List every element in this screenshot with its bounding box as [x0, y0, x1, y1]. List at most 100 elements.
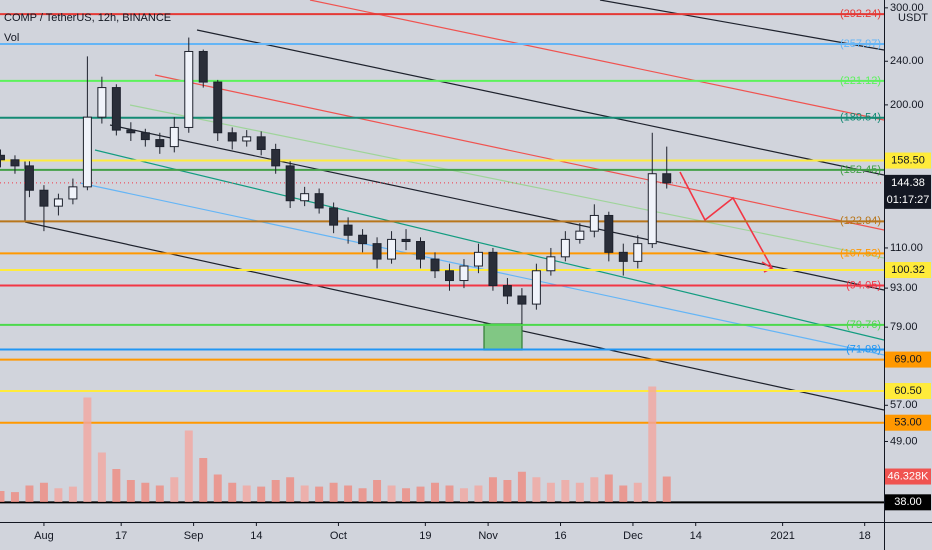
volume-bar: [358, 488, 367, 502]
volume-bar: [459, 488, 468, 502]
volume-bar: [604, 474, 613, 502]
volume-bar: [329, 482, 338, 502]
candle-body: [300, 193, 310, 202]
candle-body: [82, 116, 92, 188]
candle-body: [242, 136, 252, 142]
level-label: 100.32: [891, 264, 925, 276]
volume-bar: [68, 486, 77, 502]
volume: [0, 386, 671, 502]
x-tick-label: Dec: [623, 530, 643, 542]
candle-body: [459, 265, 469, 282]
volume-bar: [633, 482, 642, 502]
volume-bar: [503, 480, 512, 502]
candle-body: [227, 132, 237, 142]
volume-bar: [488, 477, 497, 502]
candle-body: [39, 189, 49, 207]
candle-body: [546, 256, 556, 272]
volume-bar: [271, 480, 280, 502]
candle-body: [285, 165, 295, 202]
volume-bar: [126, 480, 135, 502]
volume-bar: [402, 488, 411, 502]
x-tick-label: Nov: [478, 530, 498, 542]
x-tick-label: 14: [250, 530, 262, 542]
volume-bar: [648, 386, 657, 502]
level-label: (71.98): [846, 343, 881, 355]
level-label: (122.94): [840, 215, 881, 227]
trend-line: [599, 0, 885, 51]
level-label: (107.53): [840, 247, 881, 259]
candle-body: [68, 186, 78, 200]
candle-body: [662, 173, 672, 184]
y-tick-label: 93.00: [890, 282, 918, 294]
candle-body: [53, 198, 63, 207]
x-tick-label: 16: [554, 530, 566, 542]
volume-bar: [662, 476, 671, 502]
candle-body: [184, 50, 194, 128]
x-tick-label: Oct: [330, 530, 347, 542]
volume-bar: [300, 485, 309, 502]
volume-bar: [416, 486, 425, 502]
candle-body: [488, 251, 498, 287]
volume-bar: [445, 485, 454, 502]
y-unit: USDT: [898, 12, 928, 24]
volume-bar: [25, 485, 34, 502]
candle-body: [647, 173, 657, 245]
candle-body: [314, 193, 324, 209]
x-tick-label: Sep: [184, 530, 204, 542]
candle-body: [604, 214, 614, 253]
y-tick-label: 200.00: [890, 99, 924, 111]
countdown: 01:17:27: [887, 194, 930, 206]
level-label: (189.54): [840, 112, 881, 124]
candle-body: [140, 132, 150, 141]
x-tick-label: 18: [859, 530, 871, 542]
candle-body: [155, 139, 165, 148]
level-label-box: [885, 351, 931, 368]
volume-bar: [546, 482, 555, 502]
level-label: 158.50: [891, 154, 925, 166]
volume-bar: [83, 397, 92, 502]
level-label: (79.76): [846, 319, 881, 331]
candle-body: [372, 243, 382, 260]
candle-body: [575, 230, 585, 240]
volume-bar: [228, 482, 237, 502]
zone-box: [483, 323, 523, 351]
volume-bar: [344, 485, 353, 502]
volume-bar: [141, 482, 150, 502]
trend-line: [196, 29, 885, 176]
trend-line: [109, 124, 885, 291]
level-label-box: [885, 261, 931, 278]
candle-body: [111, 87, 121, 131]
volume-bar: [387, 485, 396, 502]
volume-bar: [242, 485, 251, 502]
volume-bar: [112, 469, 121, 502]
candle-body: [473, 251, 483, 267]
candle-body: [329, 207, 339, 226]
candle-body: [430, 258, 440, 272]
volume-label-box: [885, 468, 931, 485]
volume-bar: [155, 485, 164, 502]
y-tick-label: 57.00: [890, 399, 918, 411]
volume-bar: [97, 452, 106, 502]
chart-title: COMP / TetherUS, 12h, BINANCE: [4, 12, 171, 24]
candle-body: [358, 234, 368, 245]
volume-bar: [619, 485, 628, 502]
volume-bar: [575, 482, 584, 502]
candle-body: [502, 285, 512, 297]
candle-body: [416, 241, 425, 260]
candle-body: [401, 238, 411, 243]
candle-body: [97, 87, 107, 118]
candle-body: [589, 214, 599, 232]
volume-bar: [39, 482, 48, 502]
level-label: (94.05): [846, 279, 881, 291]
candle-body: [24, 165, 34, 191]
level-label: (257.97): [840, 38, 881, 50]
candle-body: [343, 224, 353, 236]
trend-line: [309, 0, 885, 121]
volume-label: 46.328K: [888, 470, 930, 482]
level-label: 69.00: [894, 353, 922, 365]
level-label-box: [885, 152, 931, 169]
volume-bar: [474, 485, 483, 502]
candle-body: [10, 159, 20, 167]
y-tick-label: 110.00: [890, 242, 923, 254]
